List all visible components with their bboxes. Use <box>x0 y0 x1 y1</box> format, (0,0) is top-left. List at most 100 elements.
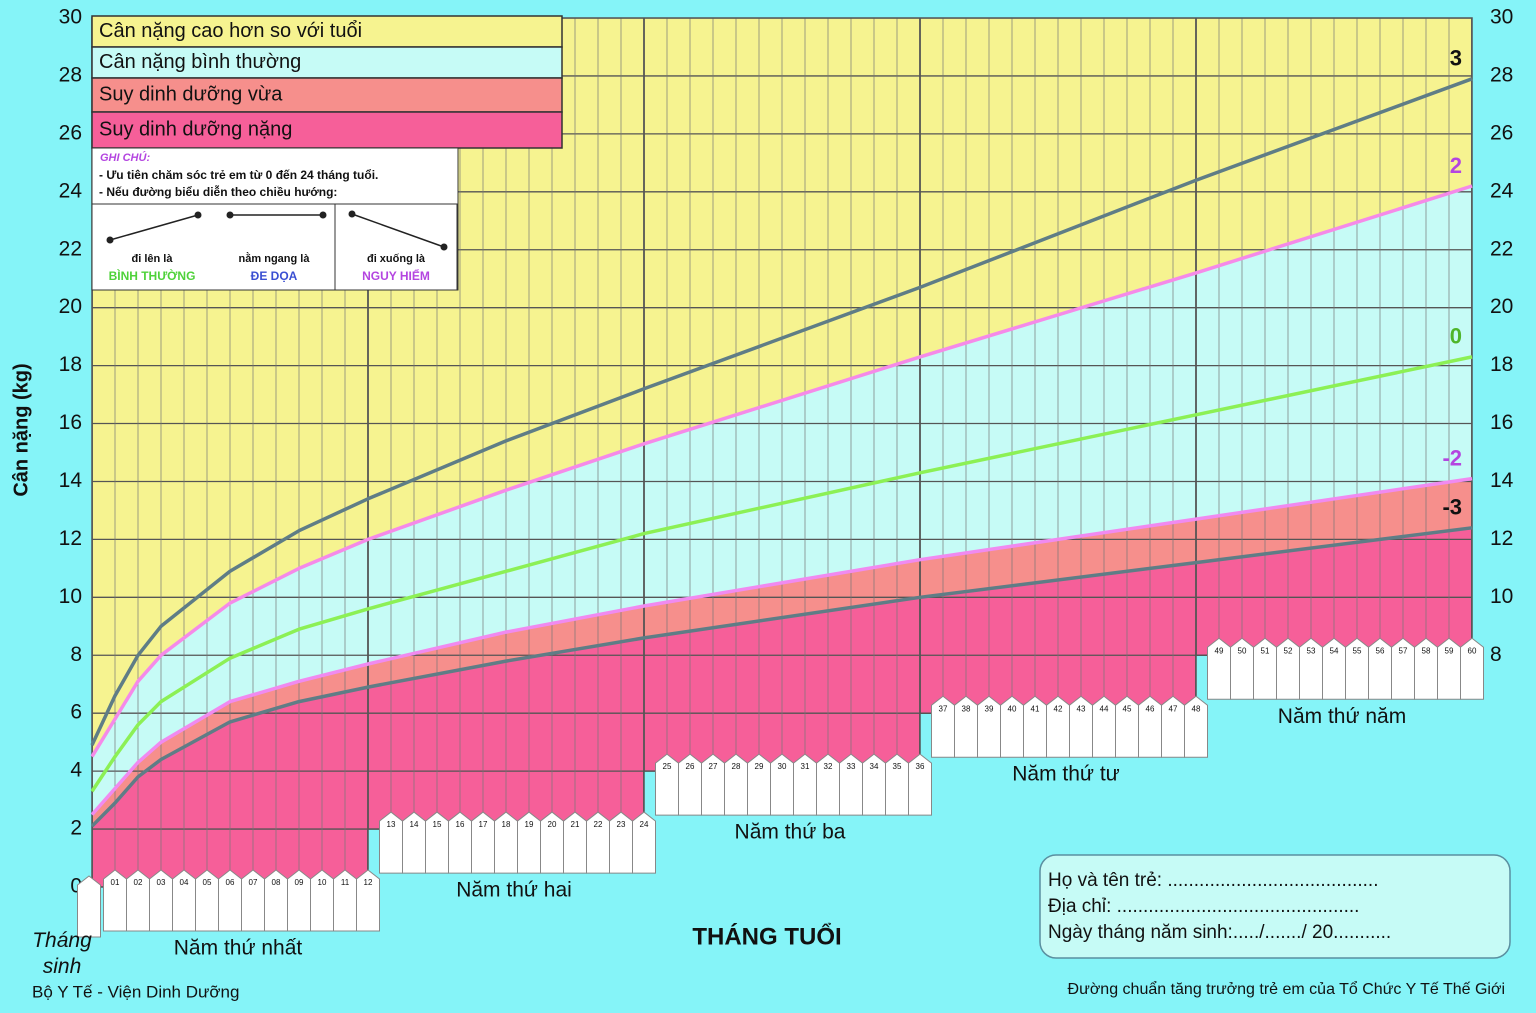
month-label: 47 <box>1169 704 1178 713</box>
month-label: 29 <box>755 762 764 771</box>
birth-label-part: Tháng <box>32 929 92 952</box>
month-label: 12 <box>364 878 373 887</box>
y2-tick-label: 14 <box>1490 469 1514 492</box>
series-label: -2 <box>1442 445 1462 470</box>
month-label: 30 <box>778 762 787 771</box>
birth-box <box>77 875 101 938</box>
trend-dot <box>348 210 356 218</box>
year-label: Năm thứ ba <box>735 821 846 844</box>
note-item: đi lên là <box>132 253 174 265</box>
y2-tick-label: 12 <box>1490 527 1513 550</box>
month-label: 13 <box>387 820 396 829</box>
series-line <box>90 526 1473 828</box>
month-label: 43 <box>1077 704 1086 713</box>
series-line <box>90 355 1473 793</box>
y2-tick-label: 24 <box>1490 179 1514 202</box>
series-line <box>90 184 1473 758</box>
month-label: 03 <box>157 878 166 887</box>
month-label: 59 <box>1445 646 1454 655</box>
month-label: 21 <box>571 820 580 829</box>
month-label: 44 <box>1100 704 1109 713</box>
month-label: 17 <box>479 820 488 829</box>
month-label: 41 <box>1031 704 1040 713</box>
trend-icon <box>351 213 445 248</box>
month-label: 05 <box>203 878 212 887</box>
month-label: 09 <box>295 878 304 887</box>
y2-tick-label: 8 <box>1490 643 1502 666</box>
legend-label: Suy dinh dưỡng nặng <box>99 118 292 140</box>
month-label: 55 <box>1353 646 1362 655</box>
legend-label: Suy dinh dưỡng vừa <box>99 83 283 105</box>
month-label: 22 <box>594 820 603 829</box>
legend-label: Cân nặng bình thường <box>99 51 301 73</box>
month-box <box>908 753 932 816</box>
month-label: 20 <box>548 820 557 829</box>
month-label: 52 <box>1284 646 1293 655</box>
y-tick-label: 4 <box>70 759 82 782</box>
legend-swatch <box>91 77 563 113</box>
form-box <box>1039 854 1511 959</box>
trend-dot <box>194 211 202 219</box>
form-line: Ngày tháng năm sinh:...../......./ 20...… <box>1048 922 1391 943</box>
y-tick-label: 6 <box>70 701 82 724</box>
month-label: 49 <box>1215 646 1224 655</box>
trend-dot <box>226 211 234 219</box>
month-label: 27 <box>709 762 718 771</box>
month-box <box>1184 695 1208 758</box>
y-axis-title: Cân nặng (kg) <box>10 363 32 496</box>
month-label: 26 <box>686 762 695 771</box>
trend-dot <box>319 211 327 219</box>
note-box <box>91 147 459 291</box>
trend-dot <box>440 243 448 251</box>
note-title: GHI CHÚ: <box>100 151 150 164</box>
month-label: 32 <box>824 762 833 771</box>
month-label: 45 <box>1123 704 1132 713</box>
month-label: 37 <box>939 704 948 713</box>
month-label: 46 <box>1146 704 1155 713</box>
month-label: 24 <box>640 820 649 829</box>
year-label: Năm thứ hai <box>456 879 572 902</box>
note-item: đi xuống là <box>367 253 426 265</box>
month-label: 11 <box>341 878 350 887</box>
y2-tick-label: 22 <box>1490 237 1513 260</box>
month-label: 53 <box>1307 646 1316 655</box>
y2-tick-label: 16 <box>1490 411 1513 434</box>
y-tick-label: 22 <box>59 237 82 260</box>
month-label: 36 <box>916 762 925 771</box>
month-label: 39 <box>985 704 994 713</box>
series-label: 0 <box>1450 324 1462 349</box>
y-tick-label: 26 <box>59 121 82 144</box>
note-status: BÌNH THƯỜNG <box>109 268 196 283</box>
month-label: 07 <box>249 878 258 887</box>
month-label: 31 <box>801 762 810 771</box>
y-tick-label: 0 <box>70 875 82 898</box>
month-label: 15 <box>433 820 442 829</box>
month-label: 10 <box>318 878 327 887</box>
month-label: 04 <box>180 878 189 887</box>
month-label: 56 <box>1376 646 1385 655</box>
month-label: 14 <box>410 820 419 829</box>
month-box <box>632 811 656 874</box>
month-label: 02 <box>134 878 143 887</box>
series-label: 2 <box>1450 153 1462 178</box>
month-box <box>1460 637 1484 700</box>
month-label: 58 <box>1422 646 1431 655</box>
y2-tick-label: 18 <box>1490 353 1513 376</box>
y-tick-label: 18 <box>59 353 82 376</box>
month-label: 54 <box>1330 646 1339 655</box>
month-label: 50 <box>1238 646 1247 655</box>
month-label: 51 <box>1261 646 1270 655</box>
month-label: 48 <box>1192 704 1201 713</box>
y2-tick-label: 28 <box>1490 63 1513 86</box>
y-tick-label: 14 <box>59 469 83 492</box>
month-label: 16 <box>456 820 465 829</box>
y2-tick-label: 20 <box>1490 295 1513 318</box>
month-label: 60 <box>1468 646 1477 655</box>
y-tick-label: 10 <box>59 585 82 608</box>
note-status: ĐE DỌA <box>251 269 298 283</box>
month-label: 28 <box>732 762 741 771</box>
year-label: Năm thứ nhất <box>174 937 303 960</box>
y-tick-label: 12 <box>59 527 82 550</box>
y2-tick-label: 10 <box>1490 585 1513 608</box>
